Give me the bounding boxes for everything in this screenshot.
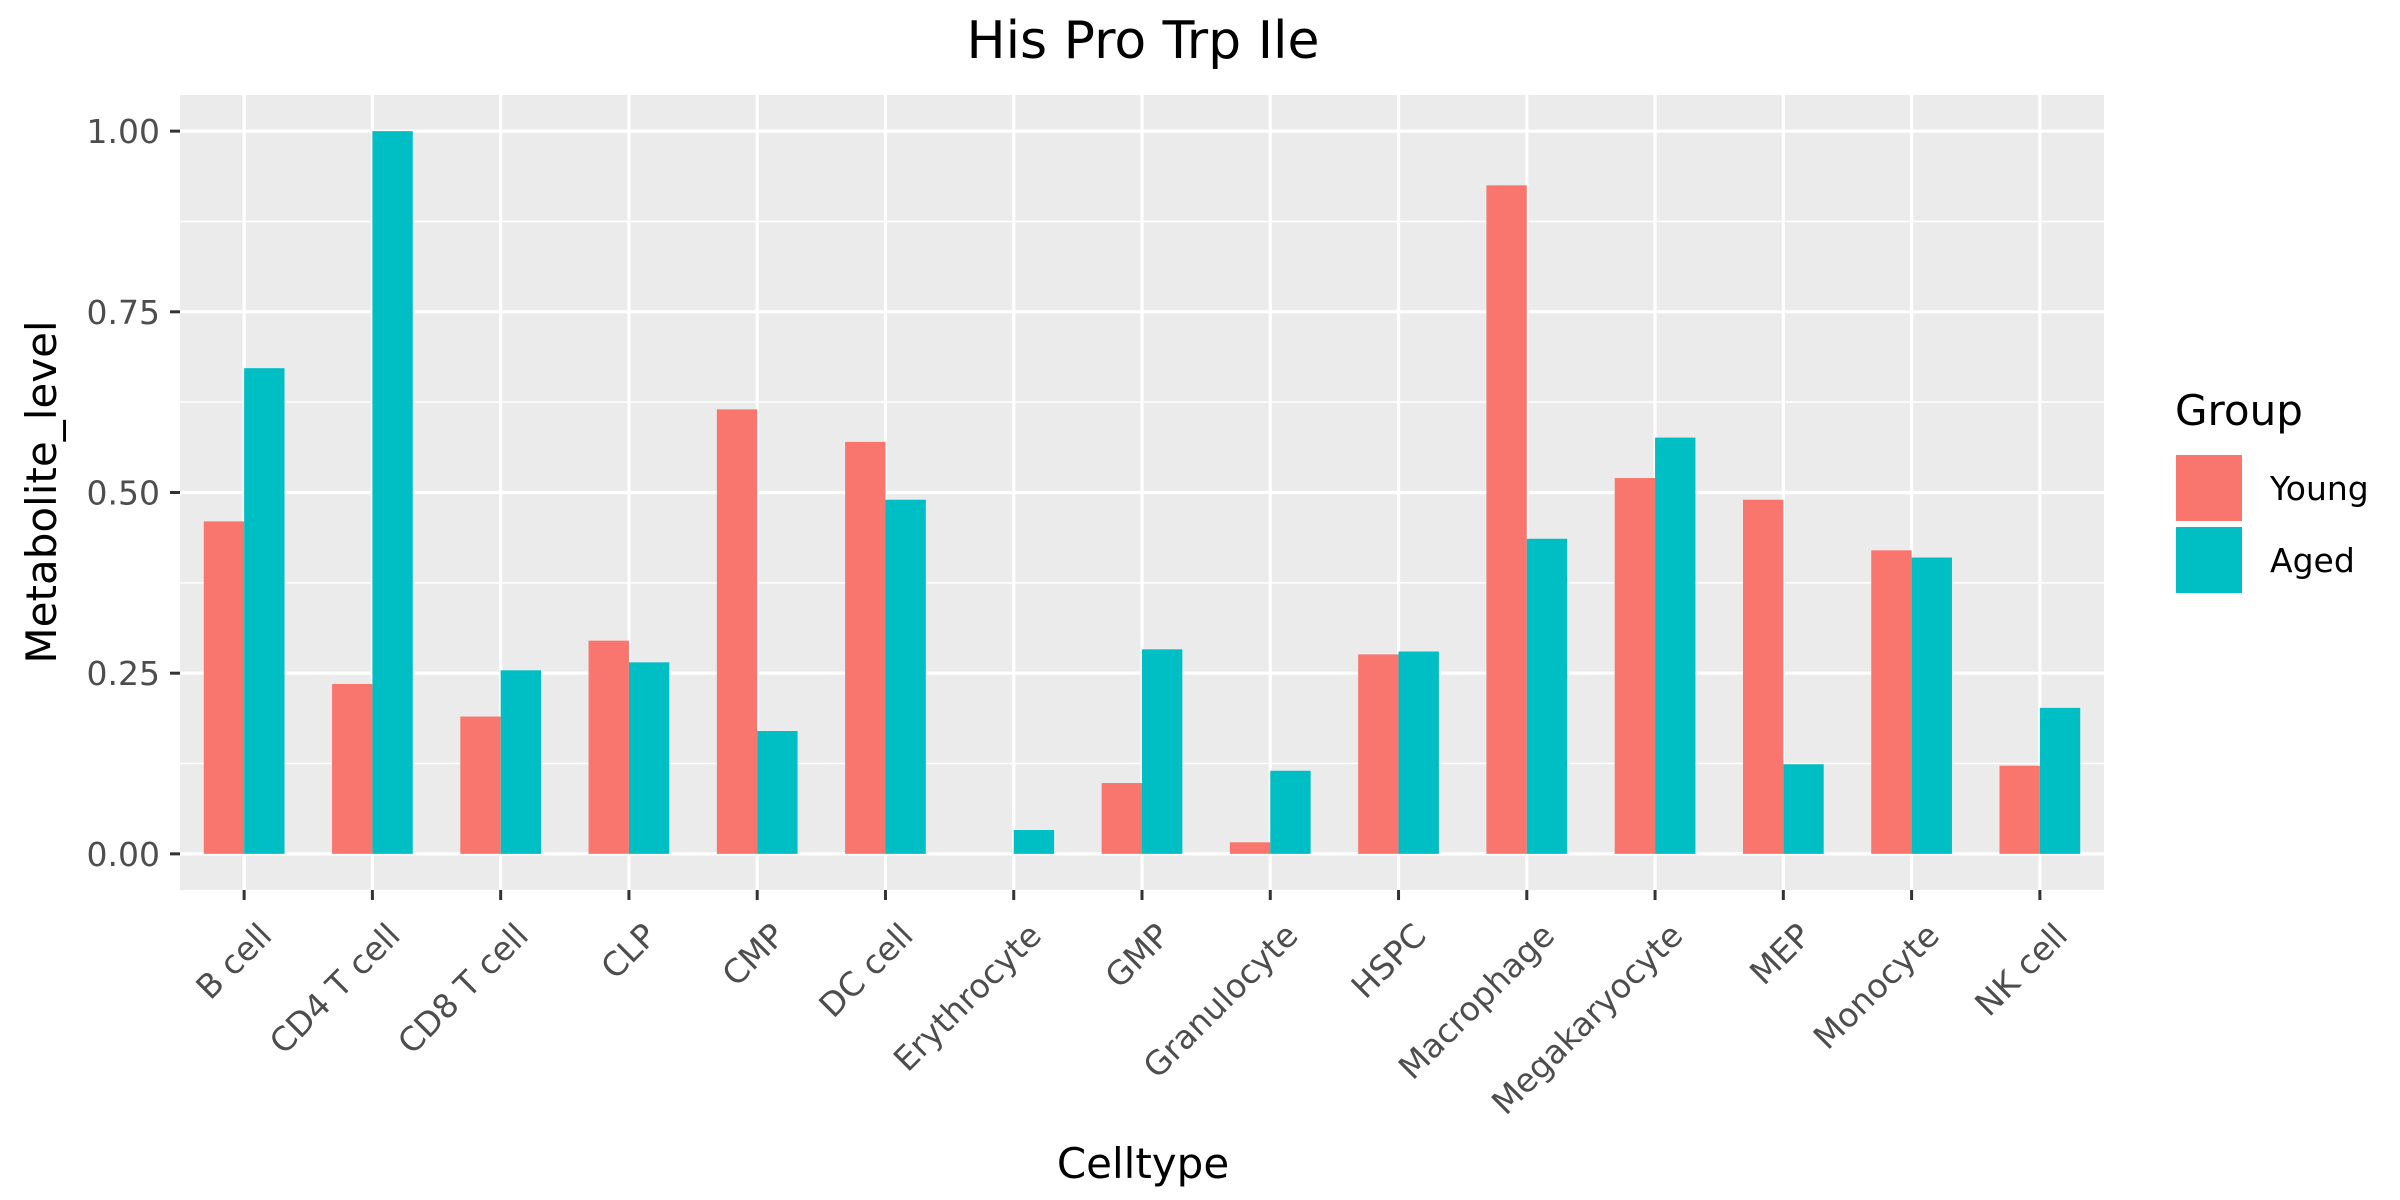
bar-young-megakaryocyte — [1614, 478, 1656, 854]
bar-aged-nk-cell — [2039, 707, 2081, 854]
x-tick-label: CD8 T cell — [390, 916, 536, 1062]
bar-aged-macrophage — [1526, 538, 1568, 854]
bar-aged-clp — [628, 662, 670, 854]
bar-aged-cmp — [757, 731, 798, 854]
bar-aged-cd4-t-cell — [372, 131, 413, 854]
bar-aged-cd8-t-cell — [500, 670, 542, 854]
bar-young-gmp — [1101, 783, 1142, 854]
bar-aged-monocyte — [1911, 557, 1952, 854]
legend-key-young — [2176, 455, 2242, 521]
bar-young-hspc — [1358, 654, 1399, 854]
x-tick-label: GMP — [1097, 916, 1177, 996]
bar-young-cd4-t-cell — [332, 684, 373, 854]
y-axis-title: Metabolite_level — [17, 320, 66, 663]
bar-aged-mep — [1783, 764, 1824, 854]
chart-title: His Pro Trp Ile — [966, 11, 1319, 71]
legend-key-aged — [2176, 527, 2242, 593]
bar-young-nk-cell — [1999, 765, 2040, 854]
bar-aged-hspc — [1398, 651, 1439, 854]
bar-young-dc-cell — [845, 441, 886, 854]
x-axis-title: Celltype — [1057, 1139, 1229, 1188]
x-tick-label: CMP — [714, 916, 792, 994]
x-tick-label: MEP — [1742, 916, 1819, 993]
bar-aged-gmp — [1142, 649, 1183, 854]
x-tick-label: HSPC — [1343, 916, 1433, 1006]
y-tick-label: 0.25 — [87, 654, 160, 693]
bar-aged-dc-cell — [885, 499, 926, 854]
bar-young-granulocyte — [1229, 842, 1271, 854]
bar-aged-megakaryocyte — [1655, 437, 1696, 854]
y-tick-label: 0.00 — [87, 835, 160, 874]
bar-young-cd8-t-cell — [460, 716, 501, 854]
bar-young-b-cell — [203, 521, 245, 854]
y-tick-label: 0.50 — [87, 474, 160, 513]
bar-aged-granulocyte — [1270, 770, 1311, 854]
x-tick-label: Monocyte — [1806, 916, 1947, 1057]
x-tick-label: DC cell — [811, 916, 920, 1025]
bar-young-monocyte — [1871, 550, 1912, 854]
x-tick-label: NK cell — [1967, 916, 2075, 1024]
bars — [203, 131, 2081, 854]
legend: Group Young Aged — [2175, 386, 2369, 593]
y-tick-label: 1.00 — [87, 112, 160, 151]
x-tick-label: CD4 T cell — [262, 916, 408, 1062]
legend-title: Group — [2175, 386, 2303, 435]
y-axis: 0.00 0.25 0.50 0.75 1.00 — [87, 112, 180, 874]
bar-young-clp — [588, 640, 629, 854]
bar-young-mep — [1742, 499, 1784, 854]
bar-aged-erythrocyte — [1013, 830, 1055, 854]
y-tick-label: 0.75 — [87, 293, 160, 332]
bar-aged-b-cell — [244, 368, 285, 854]
bar-young-macrophage — [1486, 185, 1527, 854]
x-tick-label: CLP — [593, 916, 664, 987]
legend-label-young: Young — [2269, 469, 2369, 508]
x-tick-label: B cell — [188, 916, 279, 1007]
bar-young-cmp — [716, 409, 758, 854]
legend-label-aged: Aged — [2270, 541, 2355, 580]
